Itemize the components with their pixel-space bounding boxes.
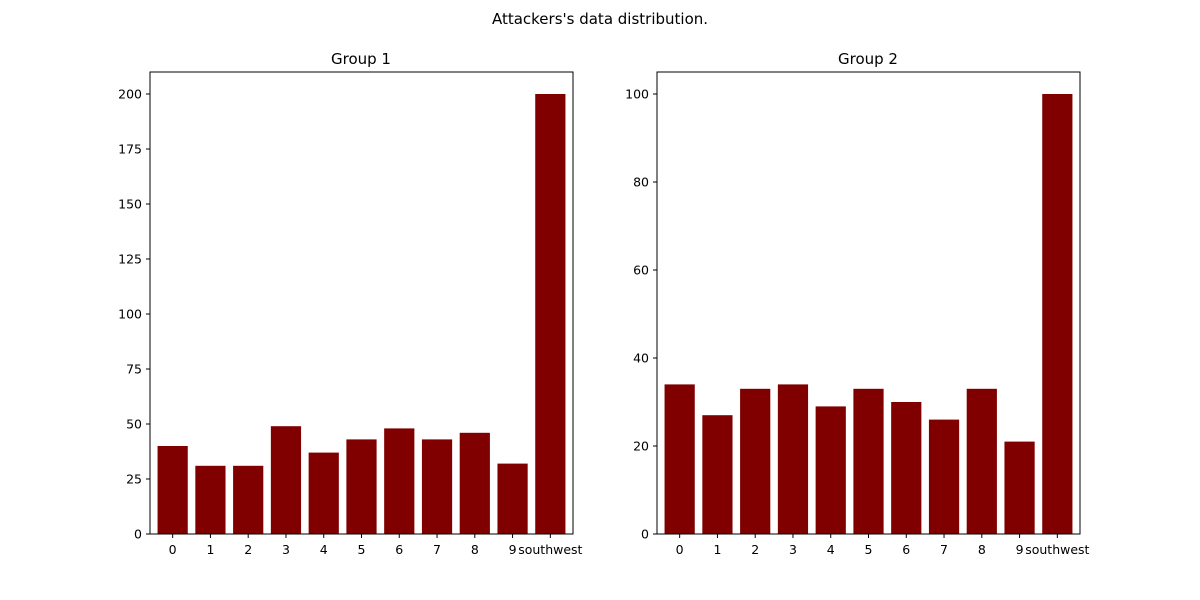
group-1-xtick-label: 5: [358, 542, 366, 557]
group-2-bar-6: [891, 402, 922, 534]
group-2-xtick-label: 1: [713, 542, 721, 557]
group-2-bar-8: [966, 388, 997, 534]
group-1-ytick-label: 25: [126, 472, 142, 487]
group-2-xtick-label: 8: [978, 542, 986, 557]
group-2-ytick-label: 80: [633, 175, 649, 190]
group-1-xtick-label: 1: [206, 542, 214, 557]
group-2-xtick-label: 5: [865, 542, 873, 557]
group-1-bar-6: [384, 428, 415, 534]
group-2-bar-2: [740, 388, 771, 534]
group-2-xtick-label: 6: [902, 542, 910, 557]
group-1-xtick-label: 2: [244, 542, 252, 557]
group-2-xtick-label: southwest: [1025, 542, 1089, 557]
group-1-bar-7: [421, 439, 453, 534]
group-1-chart: Group 1 0 25 50 75 100 125 150 175 200 0 1 2 3 4 5 6 7 8 9…: [118, 50, 582, 557]
group-1-xtick-label: 7: [433, 542, 441, 557]
group-2-title: Group 2: [838, 50, 898, 68]
group-2-bar-0: [664, 384, 695, 534]
group-1-title: Group 1: [331, 50, 391, 68]
group-2-ytick-label: 100: [625, 87, 649, 102]
group-2-ytick-label: 60: [633, 263, 649, 278]
group-1-ytick-label: 50: [126, 417, 142, 432]
group-1-bar-2: [233, 465, 264, 534]
group-1-bar-5: [346, 439, 377, 534]
group-1-xtick-label: 8: [471, 542, 479, 557]
group-2-bar-4: [815, 406, 846, 534]
group-2-xtick-label: 7: [940, 542, 948, 557]
group-2-ytick-label: 20: [633, 439, 649, 454]
group-2-xtick-label: 0: [676, 542, 684, 557]
group-2-bar-southwest: [1042, 94, 1073, 534]
group-2-bar-7: [928, 419, 960, 534]
group-1-ytick-label: 125: [118, 252, 142, 267]
group-1-xtick-label: 9: [509, 542, 517, 557]
group-1-xtick-label: 6: [395, 542, 403, 557]
group-1-bar-8: [459, 432, 490, 534]
group-1-bar-1: [195, 465, 226, 534]
group-1-xtick-label: 0: [169, 542, 177, 557]
group-1-bar-southwest: [535, 94, 566, 534]
group-1-ytick-label: 200: [118, 87, 142, 102]
group-1-bar-3: [270, 426, 302, 534]
group-1-ytick-label: 150: [118, 197, 142, 212]
group-1-bar-4: [308, 452, 339, 534]
group-2-bar-9: [1004, 441, 1035, 534]
group-2-xtick-label: 4: [827, 542, 835, 557]
group-1-ytick-label: 100: [118, 307, 142, 322]
group-2-ytick-label: 0: [641, 527, 649, 542]
group-2-xtick-label: 2: [751, 542, 759, 557]
group-2-chart: Group 2 0 20 40 60 80 100 0 1 2 3 4 5 6 7 8 9 southwest: [625, 50, 1089, 557]
group-2-xtick-label: 3: [789, 542, 797, 557]
group-1-ytick-label: 75: [126, 362, 142, 377]
group-2-xtick-label: 9: [1016, 542, 1024, 557]
group-2-bar-5: [853, 388, 884, 534]
group-1-bar-9: [497, 463, 528, 534]
group-1-bar-0: [157, 446, 188, 534]
group-2-ytick-label: 40: [633, 351, 649, 366]
figure-suptitle: Attackers's data distribution.: [492, 10, 708, 28]
group-2-bar-1: [702, 415, 733, 534]
group-1-xtick-label: southwest: [518, 542, 582, 557]
group-1-ytick-label: 0: [134, 527, 142, 542]
group-2-bar-3: [777, 384, 809, 534]
group-1-xtick-label: 4: [320, 542, 328, 557]
group-1-xtick-label: 3: [282, 542, 290, 557]
group-1-ytick-label: 175: [118, 142, 142, 157]
